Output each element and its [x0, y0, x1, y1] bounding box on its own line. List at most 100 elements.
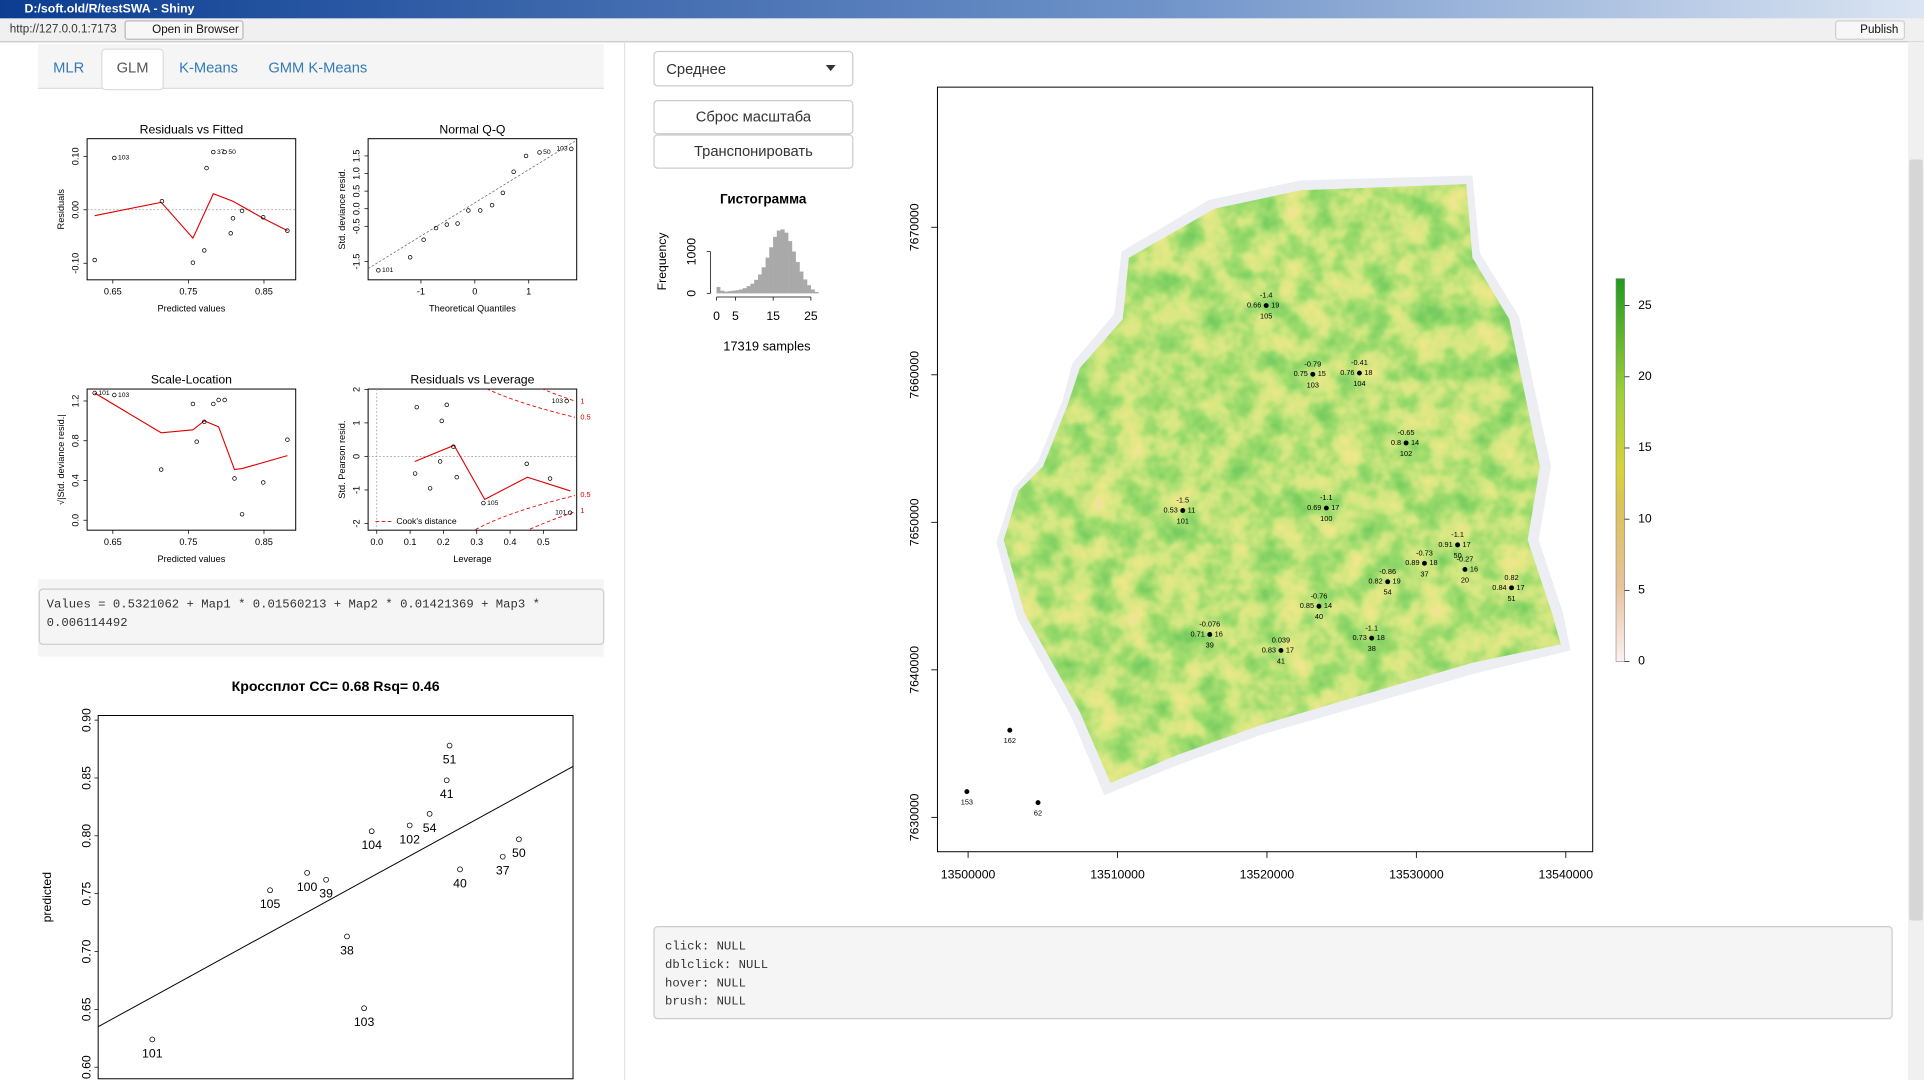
point-label: 103 [118, 155, 129, 162]
data-point [433, 225, 439, 231]
select-box[interactable] [653, 50, 854, 87]
x-axis-label: Theoretical Quantiles [429, 304, 516, 314]
x-tick-label: 0.75 [179, 287, 197, 297]
well-right: 19 [1271, 300, 1279, 309]
data-point [230, 216, 236, 221]
histogram-bar [746, 286, 751, 294]
plot-frame [86, 388, 297, 531]
histogram-bar [742, 288, 747, 294]
x-tick-label: -1 [417, 287, 425, 297]
y-axis-label: predicted [40, 872, 54, 923]
data-point [443, 777, 450, 784]
histogram-bar [788, 241, 793, 294]
point-label: 103 [354, 1015, 375, 1029]
data-point [92, 257, 97, 263]
colorbar [1615, 278, 1625, 662]
point-label: 50 [543, 149, 551, 156]
tab[interactable]: K-Means [179, 61, 238, 77]
data-point [228, 231, 233, 236]
data-point [455, 221, 460, 226]
point-label: 102 [399, 832, 420, 846]
window-title: D:/soft.old/R/testSWA - Shiny [25, 1, 195, 15]
well-point [1462, 566, 1468, 572]
toolbar [0, 18, 1924, 42]
publish-button[interactable] [1835, 20, 1905, 40]
reset-button[interactable] [653, 100, 854, 135]
data-point [261, 480, 266, 485]
data-point [285, 228, 290, 233]
well-id: 39 [1206, 640, 1214, 649]
histogram-bar [803, 279, 808, 294]
y-tick-label: 1.2 [71, 395, 81, 408]
data-point [466, 208, 471, 213]
x-tick-label: 13500000 [941, 867, 996, 881]
x-tick-label: 0.2 [437, 537, 450, 547]
well-point [1356, 370, 1362, 376]
point-label: 54 [423, 821, 437, 835]
tab[interactable]: MLR [53, 61, 84, 77]
well-id: 101 [1177, 516, 1189, 525]
y-axis-label: √|Std. deviance resid.| [56, 414, 66, 505]
histogram-bar [724, 291, 729, 294]
x-tick-label: 0.1 [404, 537, 417, 547]
well-point [964, 789, 970, 795]
info-line: dblclick: NULL [665, 958, 768, 972]
data-point [159, 199, 165, 204]
y-tick-label: 0.0 [71, 514, 81, 527]
point-label: 105 [487, 500, 498, 507]
tab[interactable]: GMM K-Means [268, 61, 367, 77]
data-point [261, 215, 266, 220]
data-point [446, 742, 453, 749]
histogram-bar [757, 274, 762, 294]
histogram-bar [806, 285, 812, 294]
x-tick-label: 13540000 [1539, 867, 1594, 881]
legend-tick-label: 0 [1638, 654, 1645, 668]
transpose-button[interactable] [653, 134, 854, 169]
data-point [376, 268, 381, 273]
well-id: 153 [961, 798, 973, 807]
well-id: 62 [1034, 809, 1042, 818]
well-id: 41 [1277, 656, 1285, 665]
info-line: brush: NULL [665, 995, 746, 1009]
smooth-line [94, 392, 288, 471]
data-point [361, 1005, 367, 1012]
well-right: 14 [1324, 601, 1332, 610]
x-tick-label: 15 [766, 309, 780, 323]
cook-label: 1 [580, 397, 584, 406]
info-line: click: NULL [665, 939, 746, 953]
histogram-bar [773, 236, 778, 294]
smooth-line [414, 444, 571, 501]
y-tick-label: 7650000 [908, 498, 922, 546]
open-in-browser-button[interactable] [124, 20, 244, 40]
smooth-line [94, 193, 288, 240]
point-label: 39 [319, 887, 333, 901]
x-axis-label: Leverage [453, 554, 491, 564]
data-point [478, 208, 483, 213]
well-top: -1.1 [1320, 493, 1333, 502]
well-point [1310, 371, 1316, 377]
histogram-bar [795, 261, 800, 294]
url: http://127.0.0.1:7173 [10, 23, 117, 36]
x-tick-label: 0.5 [537, 537, 550, 547]
x-tick-label: 0 [713, 309, 720, 323]
well-point [1403, 440, 1409, 446]
well-right: 19 [1393, 577, 1401, 586]
scrollbar-thumb[interactable] [1909, 159, 1923, 921]
y-tick-label: 0.4 [71, 474, 81, 487]
point-label: 37 [496, 864, 510, 878]
tab[interactable]: GLM [117, 61, 149, 77]
data-point [437, 459, 443, 464]
well-left: 0.73 [1352, 633, 1366, 642]
well-top: -0.86 [1379, 567, 1396, 576]
y-tick-label: -0.10 [71, 253, 81, 274]
data-point [489, 202, 495, 208]
data-point [222, 149, 227, 155]
crossplot-panel [38, 656, 604, 1080]
well-right: 17 [1331, 503, 1339, 512]
well-left: 0.75 [1294, 369, 1308, 378]
legend-tick-label: 20 [1638, 369, 1652, 383]
histogram-bar [765, 257, 770, 294]
well-right: 16 [1470, 564, 1478, 573]
x-tick-label: 0 [472, 287, 477, 297]
data-point [426, 811, 433, 817]
